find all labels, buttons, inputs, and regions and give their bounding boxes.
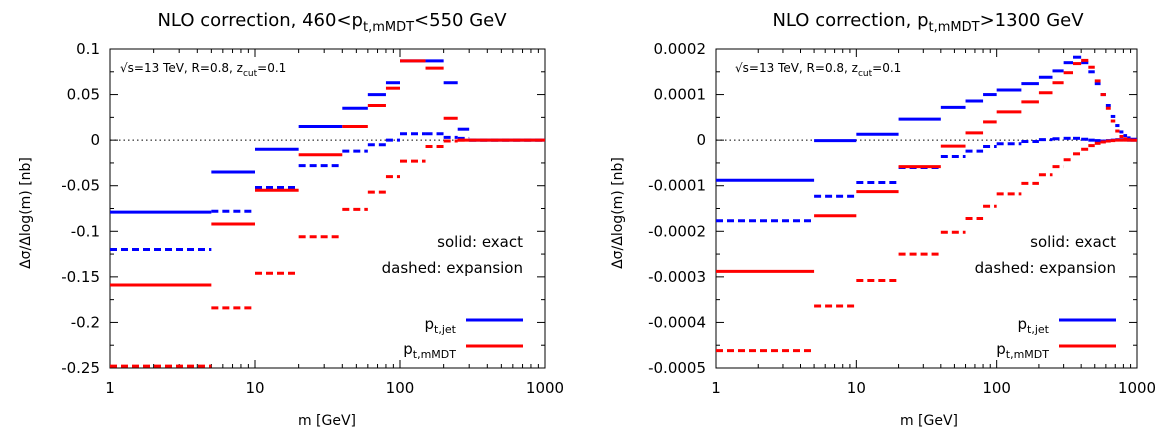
y-tick-label: -0.0004	[648, 313, 706, 331]
x-tick-label: 1000	[526, 379, 564, 397]
y-tick-label: -0.0005	[648, 359, 706, 377]
x-tick-label: 1	[711, 379, 721, 397]
x-axis-label: m [GeV]	[298, 413, 356, 429]
y-tick-label: -0.0001	[648, 177, 706, 195]
plot-area-right: 0.0002 0.0001 0 -0.0001 -0.0002 -0.0003 -0.000…	[648, 40, 1156, 397]
series-jet_exact	[716, 55, 1137, 182]
x-tick-label: 10	[847, 379, 866, 397]
series-mmdt_exact	[716, 58, 1137, 273]
y-tick-label: 0	[696, 131, 706, 149]
x-tick-label: 1000	[1118, 379, 1156, 397]
y-axis-label: Δσ/Δlog(m) [nb]	[610, 157, 626, 269]
x-tick-label: 100	[386, 379, 415, 397]
legend-label-mmdt: pt,mMDT	[403, 340, 456, 361]
series-mmdt_expansion	[110, 138, 545, 368]
plot-area-left: 0.1 0.05 0 -0.05 -0.1 -0.15 -0.2 -0.25 1 10 100 100…	[61, 40, 564, 397]
series-mmdt_exact	[110, 59, 545, 287]
y-tick-label: -0.2	[71, 313, 100, 331]
y-tick-label: 0.1	[76, 40, 100, 58]
x-tick-label: 100	[982, 379, 1011, 397]
panel-right: NLO correction, pt,mMDT>1300 GeV Δσ/Δlog…	[610, 10, 1156, 429]
note-solid: solid: exact	[1030, 233, 1116, 251]
legend-label-jet: pt,jet	[425, 315, 457, 336]
conditions-annotation: √s=13 TeV, R=0.8, zcut=0.1	[120, 61, 286, 79]
x-tick-label: 1	[105, 379, 115, 397]
legend-label-mmdt: pt,mMDT	[996, 340, 1049, 361]
note-dashed: dashed: expansion	[382, 259, 523, 277]
note-solid: solid: exact	[437, 233, 523, 251]
y-tick-label: -0.25	[61, 359, 100, 377]
conditions-annotation: √s=13 TeV, R=0.8, zcut=0.1	[735, 61, 901, 79]
y-tick-label: -0.1	[71, 222, 100, 240]
x-tick-label: 10	[245, 379, 264, 397]
note-dashed: dashed: expansion	[975, 259, 1116, 277]
y-axis-label: Δσ/Δlog(m) [nb]	[18, 157, 34, 269]
y-tick-label: -0.15	[61, 268, 100, 286]
chart-title: NLO correction, 460<pt,mMDT<550 GeV	[157, 10, 507, 35]
y-tick-label: -0.0002	[648, 222, 706, 240]
y-tick-label: -0.05	[61, 177, 100, 195]
legend: pt,jet pt,mMDT	[996, 315, 1116, 361]
y-tick-label: 0.05	[67, 86, 100, 104]
series-jet_exact	[110, 59, 545, 214]
y-tick-label: 0.0001	[654, 86, 707, 104]
x-axis-label: m [GeV]	[900, 413, 958, 429]
chart-title: NLO correction, pt,mMDT>1300 GeV	[772, 10, 1084, 35]
legend: pt,jet pt,mMDT	[403, 315, 523, 361]
legend-label-jet: pt,jet	[1018, 315, 1050, 336]
y-tick-label: 0.0002	[654, 40, 707, 58]
y-tick-label: -0.0003	[648, 268, 706, 286]
y-tick-label: 0	[90, 131, 100, 149]
panel-left: NLO correction, 460<pt,mMDT<550 GeV Δσ/Δ…	[18, 10, 564, 429]
